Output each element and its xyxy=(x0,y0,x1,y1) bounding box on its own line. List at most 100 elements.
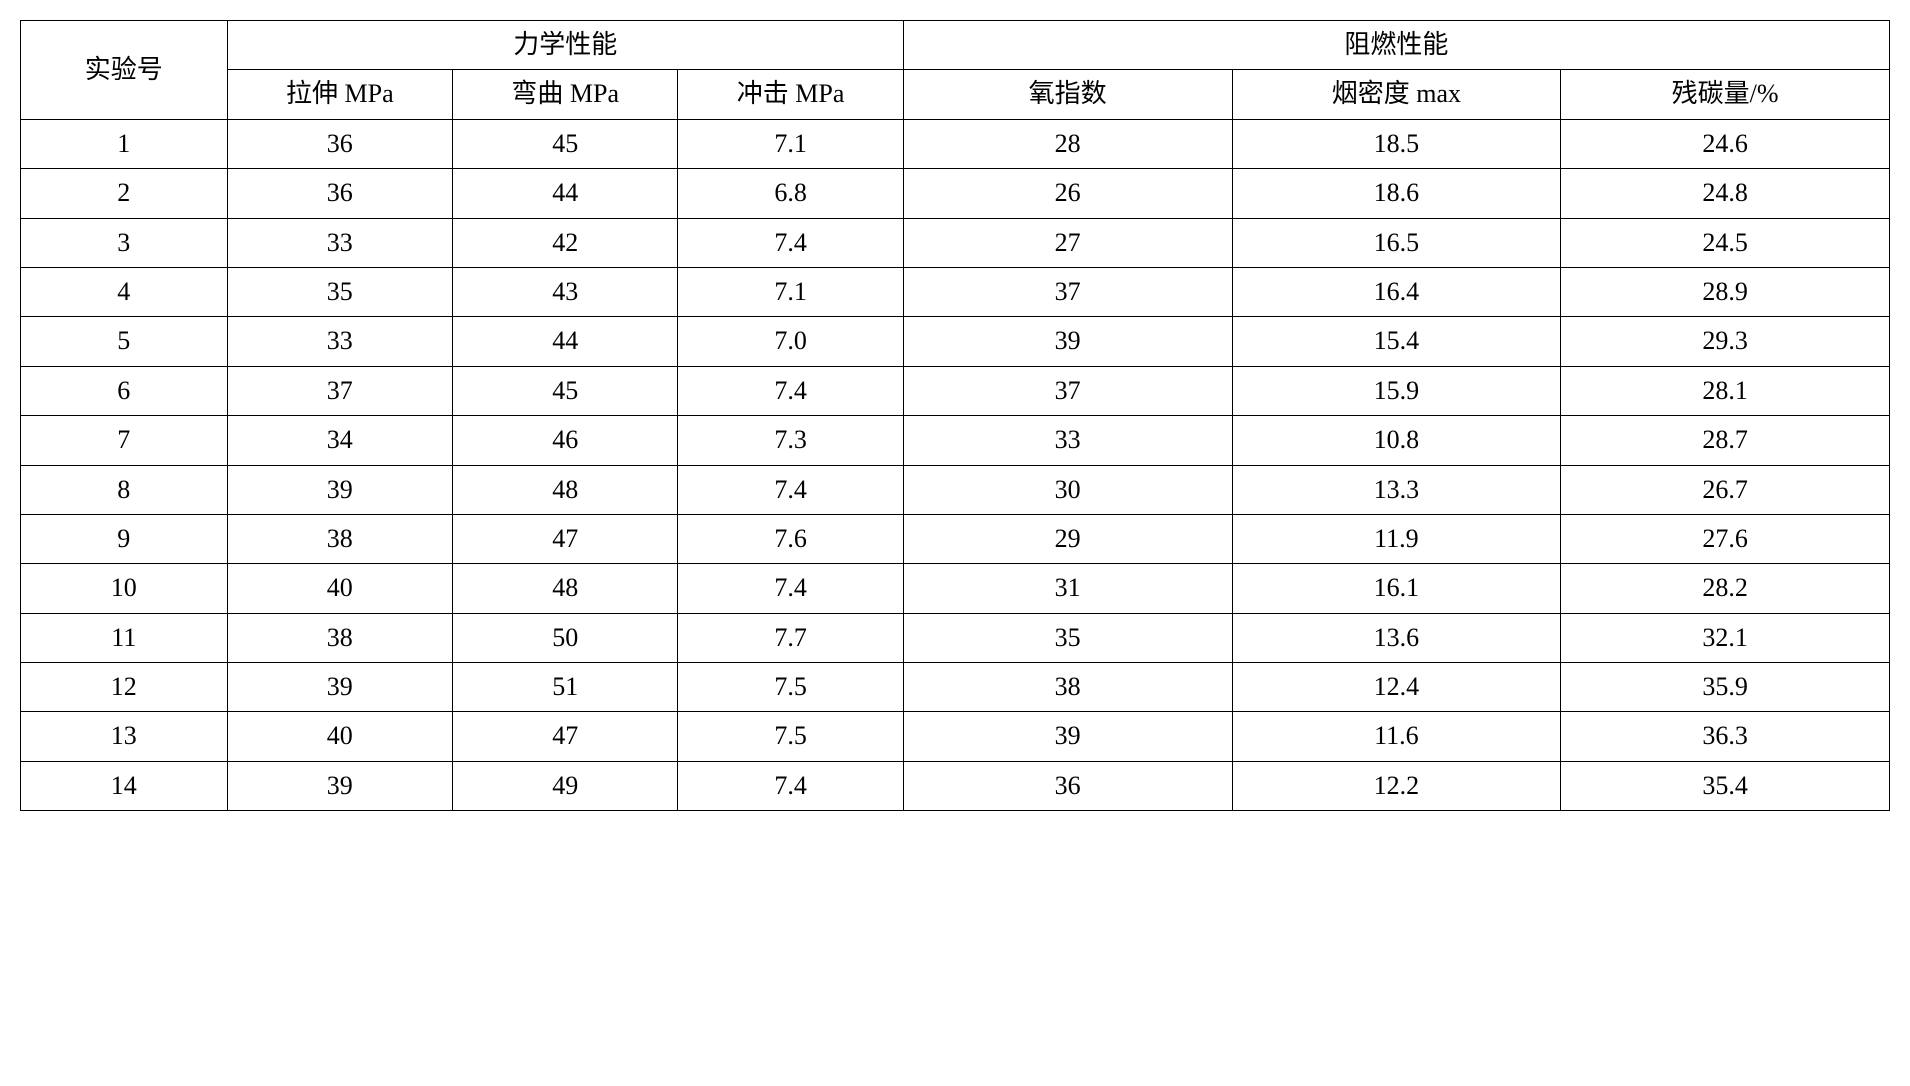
cell-bending: 45 xyxy=(453,119,678,168)
cell-tensile: 39 xyxy=(227,761,452,810)
cell-oxygen: 31 xyxy=(903,564,1232,613)
cell-smoke: 10.8 xyxy=(1232,416,1561,465)
cell-tensile: 38 xyxy=(227,514,452,563)
cell-bending: 47 xyxy=(453,712,678,761)
cell-carbon: 28.7 xyxy=(1561,416,1890,465)
cell-oxygen: 39 xyxy=(903,712,1232,761)
cell-impact: 7.6 xyxy=(678,514,903,563)
cell-smoke: 15.4 xyxy=(1232,317,1561,366)
cell-impact: 7.0 xyxy=(678,317,903,366)
cell-impact: 7.5 xyxy=(678,712,903,761)
cell-tensile: 33 xyxy=(227,218,452,267)
cell-smoke: 18.5 xyxy=(1232,119,1561,168)
cell-impact: 7.4 xyxy=(678,465,903,514)
cell-exp: 3 xyxy=(21,218,228,267)
table-row: 236446.82618.624.8 xyxy=(21,169,1890,218)
cell-bending: 43 xyxy=(453,267,678,316)
cell-bending: 46 xyxy=(453,416,678,465)
cell-exp: 13 xyxy=(21,712,228,761)
cell-smoke: 13.6 xyxy=(1232,613,1561,662)
cell-impact: 7.1 xyxy=(678,119,903,168)
cell-oxygen: 36 xyxy=(903,761,1232,810)
cell-tensile: 36 xyxy=(227,119,452,168)
cell-impact: 7.1 xyxy=(678,267,903,316)
cell-carbon: 36.3 xyxy=(1561,712,1890,761)
cell-tensile: 40 xyxy=(227,712,452,761)
cell-carbon: 35.4 xyxy=(1561,761,1890,810)
cell-carbon: 24.8 xyxy=(1561,169,1890,218)
cell-exp: 14 xyxy=(21,761,228,810)
cell-bending: 47 xyxy=(453,514,678,563)
cell-carbon: 24.5 xyxy=(1561,218,1890,267)
cell-carbon: 26.7 xyxy=(1561,465,1890,514)
cell-bending: 51 xyxy=(453,663,678,712)
cell-exp: 11 xyxy=(21,613,228,662)
table-row: 1138507.73513.632.1 xyxy=(21,613,1890,662)
data-table: 实验号 力学性能 阻燃性能 拉伸 MPa 弯曲 MPa 冲击 MPa 氧指数 烟… xyxy=(20,20,1890,811)
header-impact: 冲击 MPa xyxy=(678,70,903,119)
table-row: 136457.12818.524.6 xyxy=(21,119,1890,168)
header-oxygen: 氧指数 xyxy=(903,70,1232,119)
cell-tensile: 34 xyxy=(227,416,452,465)
header-bending: 弯曲 MPa xyxy=(453,70,678,119)
cell-exp: 4 xyxy=(21,267,228,316)
header-carbon: 残碳量/% xyxy=(1561,70,1890,119)
cell-impact: 7.4 xyxy=(678,564,903,613)
cell-oxygen: 37 xyxy=(903,267,1232,316)
cell-impact: 7.3 xyxy=(678,416,903,465)
cell-bending: 44 xyxy=(453,317,678,366)
cell-impact: 7.7 xyxy=(678,613,903,662)
cell-tensile: 33 xyxy=(227,317,452,366)
cell-bending: 42 xyxy=(453,218,678,267)
cell-impact: 7.4 xyxy=(678,761,903,810)
cell-impact: 6.8 xyxy=(678,169,903,218)
cell-exp: 8 xyxy=(21,465,228,514)
cell-impact: 7.5 xyxy=(678,663,903,712)
cell-oxygen: 30 xyxy=(903,465,1232,514)
cell-carbon: 35.9 xyxy=(1561,663,1890,712)
cell-tensile: 37 xyxy=(227,366,452,415)
cell-impact: 7.4 xyxy=(678,366,903,415)
cell-smoke: 12.2 xyxy=(1232,761,1561,810)
table-row: 637457.43715.928.1 xyxy=(21,366,1890,415)
cell-bending: 45 xyxy=(453,366,678,415)
table-header: 实验号 力学性能 阻燃性能 拉伸 MPa 弯曲 MPa 冲击 MPa 氧指数 烟… xyxy=(21,21,1890,120)
cell-oxygen: 35 xyxy=(903,613,1232,662)
cell-bending: 48 xyxy=(453,465,678,514)
cell-tensile: 39 xyxy=(227,465,452,514)
cell-tensile: 36 xyxy=(227,169,452,218)
header-experiment: 实验号 xyxy=(21,21,228,120)
table-row: 1239517.53812.435.9 xyxy=(21,663,1890,712)
cell-carbon: 28.2 xyxy=(1561,564,1890,613)
cell-smoke: 16.5 xyxy=(1232,218,1561,267)
cell-bending: 49 xyxy=(453,761,678,810)
cell-exp: 2 xyxy=(21,169,228,218)
cell-carbon: 24.6 xyxy=(1561,119,1890,168)
group-header-row: 实验号 力学性能 阻燃性能 xyxy=(21,21,1890,70)
header-mechanical: 力学性能 xyxy=(227,21,903,70)
cell-tensile: 35 xyxy=(227,267,452,316)
cell-bending: 48 xyxy=(453,564,678,613)
cell-smoke: 12.4 xyxy=(1232,663,1561,712)
cell-tensile: 40 xyxy=(227,564,452,613)
table-row: 533447.03915.429.3 xyxy=(21,317,1890,366)
cell-carbon: 27.6 xyxy=(1561,514,1890,563)
header-tensile: 拉伸 MPa xyxy=(227,70,452,119)
cell-oxygen: 37 xyxy=(903,366,1232,415)
cell-exp: 9 xyxy=(21,514,228,563)
cell-exp: 5 xyxy=(21,317,228,366)
cell-oxygen: 26 xyxy=(903,169,1232,218)
cell-oxygen: 28 xyxy=(903,119,1232,168)
cell-carbon: 28.1 xyxy=(1561,366,1890,415)
table-row: 938477.62911.927.6 xyxy=(21,514,1890,563)
table-row: 839487.43013.326.7 xyxy=(21,465,1890,514)
table-row: 1439497.43612.235.4 xyxy=(21,761,1890,810)
header-flame: 阻燃性能 xyxy=(903,21,1889,70)
cell-smoke: 16.1 xyxy=(1232,564,1561,613)
cell-oxygen: 33 xyxy=(903,416,1232,465)
cell-exp: 1 xyxy=(21,119,228,168)
cell-tensile: 38 xyxy=(227,613,452,662)
cell-exp: 10 xyxy=(21,564,228,613)
cell-smoke: 11.9 xyxy=(1232,514,1561,563)
table-row: 1340477.53911.636.3 xyxy=(21,712,1890,761)
